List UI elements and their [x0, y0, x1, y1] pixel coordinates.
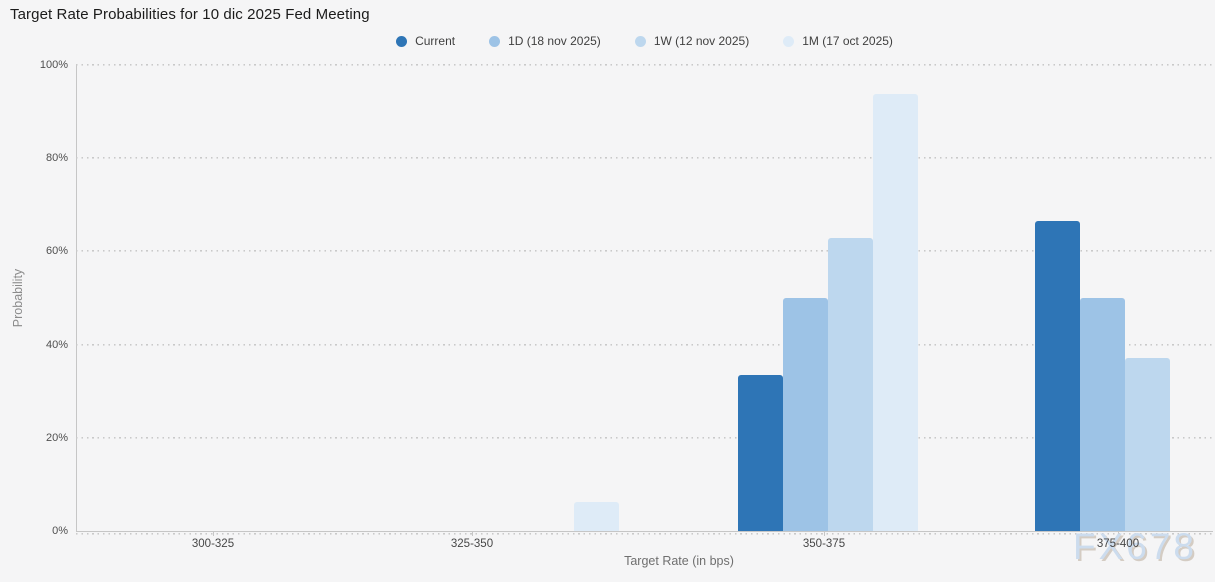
bar-350-375-current[interactable]: [738, 374, 783, 531]
legend-label: 1M (17 oct 2025): [802, 34, 893, 48]
legend-swatch-icon: [783, 35, 795, 47]
legend-label: 1W (12 nov 2025): [653, 34, 750, 48]
y-tick-label-40: 40%: [45, 338, 68, 351]
legend-item-current[interactable]: Current: [396, 34, 455, 48]
legend-swatch-icon: [634, 35, 646, 47]
gridline-80: [76, 157, 1213, 160]
bar-375-400-1d[interactable]: [1080, 298, 1125, 531]
x-tick-label-325-350: 325-350: [450, 538, 494, 550]
x-tick-325-350: [472, 531, 473, 536]
legend-swatch-icon: [396, 35, 408, 47]
x-tick-300-325: [213, 531, 214, 536]
y-tick-label-60: 60%: [45, 245, 68, 258]
chart-title: Target Rate Probabilities for 10 dic 202…: [10, 6, 370, 23]
bar-350-375-1w[interactable]: [828, 238, 873, 531]
legend: Current 1D (18 nov 2025) 1W (12 nov 2025) 1…: [76, 34, 1213, 48]
legend-label: Current: [415, 34, 456, 48]
y-axis-line: [76, 65, 77, 532]
plot-area: [76, 64, 1213, 535]
legend-label: 1D (18 nov 2025): [508, 34, 601, 48]
legend-item-1d[interactable]: 1D (18 nov 2025): [489, 34, 601, 48]
x-tick-375-400: [1118, 531, 1119, 536]
bar-350-375-1d[interactable]: [783, 297, 828, 531]
x-tick-350-375: [824, 531, 825, 536]
gridline-60: [76, 250, 1213, 253]
legend-item-1m[interactable]: 1M (17 oct 2025): [783, 34, 893, 48]
bar-350-375-1m[interactable]: [873, 94, 918, 531]
gridline-100: [76, 64, 1213, 66]
y-tick-label-20: 20%: [45, 431, 68, 444]
bar-325-350-1m[interactable]: [574, 501, 619, 531]
gridline-20: [76, 436, 1213, 439]
y-tick-label-100: 100%: [39, 59, 68, 71]
watermark: FX678: [1072, 526, 1198, 567]
x-axis-line: [76, 531, 1213, 532]
x-tick-label-375-400: 375-400: [1096, 538, 1140, 550]
x-axis-title: Target Rate (in bps): [624, 554, 734, 568]
bar-375-400-1w[interactable]: [1125, 357, 1170, 531]
x-tick-label-350-375: 350-375: [802, 538, 846, 550]
x-tick-label-300-325: 300-325: [191, 538, 235, 550]
y-tick-label-80: 80%: [45, 152, 68, 165]
y-tick-label-0: 0%: [52, 525, 68, 537]
legend-swatch-icon: [489, 35, 501, 47]
gridline-40: [76, 343, 1213, 346]
legend-item-1w[interactable]: 1W (12 nov 2025): [634, 34, 750, 48]
bar-375-400-current[interactable]: [1035, 221, 1080, 531]
y-axis-title: Probability: [11, 268, 25, 328]
gridline-0: [76, 533, 1213, 535]
